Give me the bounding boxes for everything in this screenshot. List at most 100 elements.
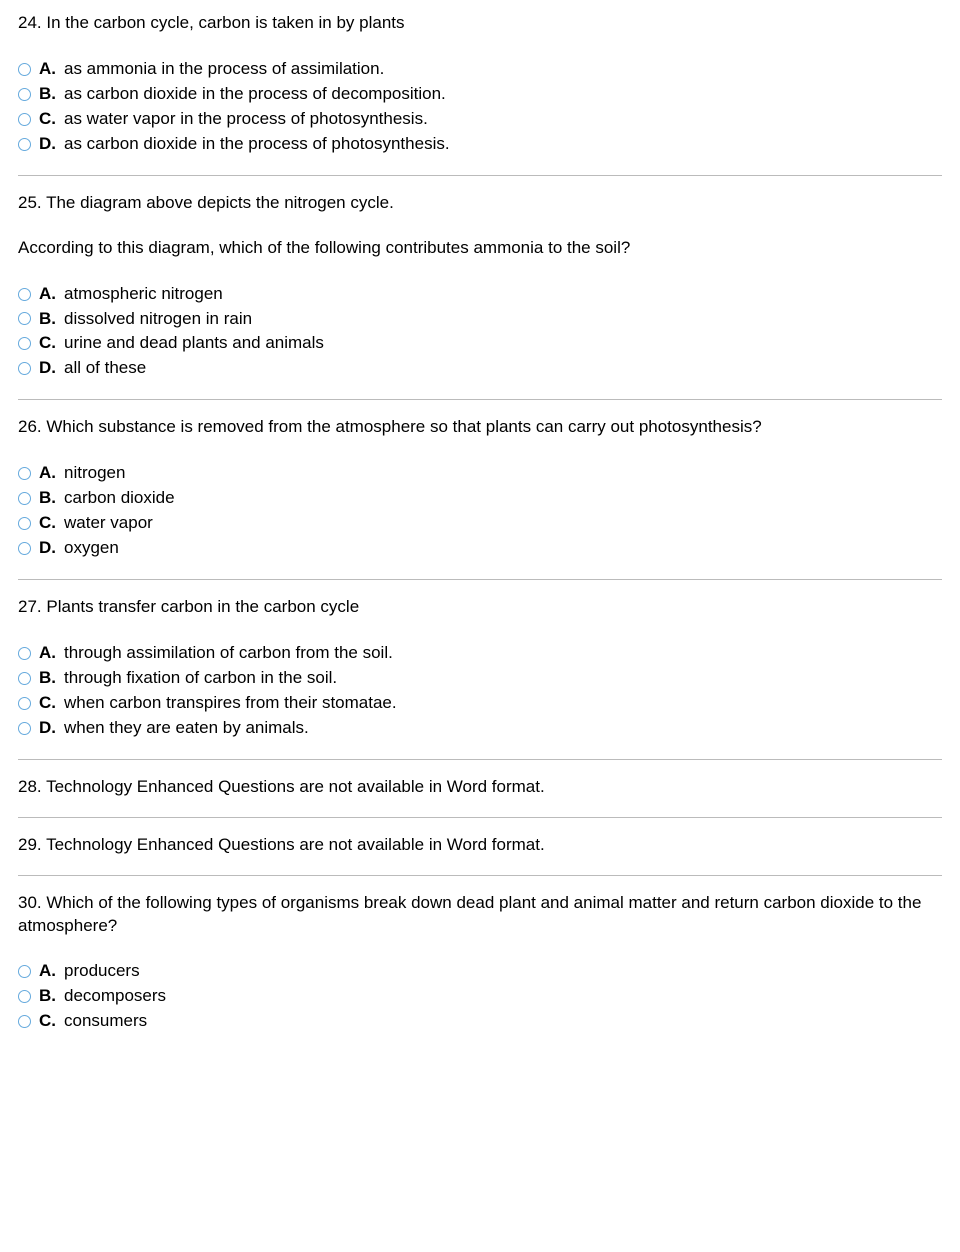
choice-list: A.atmospheric nitrogenB. dissolved nitrog… [18,282,942,382]
choice-row[interactable]: B.through fixation of carbon in the soil… [18,666,942,691]
radio-icon[interactable] [18,647,31,660]
question-text: 28. Technology Enhanced Questions are no… [18,776,942,799]
radio-icon[interactable] [18,517,31,530]
question-block: 25. The diagram above depicts the nitrog… [18,192,942,401]
choice-letter: D. [39,357,56,380]
choice-row[interactable]: B. dissolved nitrogen in rain [18,307,942,332]
choice-letter: B. [39,985,56,1008]
radio-icon[interactable] [18,138,31,151]
question-block: 24. In the carbon cycle, carbon is taken… [18,12,942,176]
quiz-container: 24. In the carbon cycle, carbon is taken… [18,12,942,1052]
choice-row[interactable]: B.decomposers [18,984,942,1009]
question-text: 27. Plants transfer carbon in the carbon… [18,596,942,619]
choice-letter: B. [39,308,56,331]
choice-row[interactable]: A. producers [18,959,942,984]
choice-letter: D. [39,717,56,740]
choice-list: A. nitrogen B. carbon dioxideC.water vaporD… [18,461,942,561]
choice-text: nitrogen [64,462,125,485]
choice-text: as water vapor in the process of photosy… [64,108,428,131]
question-block: 27. Plants transfer carbon in the carbon… [18,596,942,760]
choice-text: dissolved nitrogen in rain [64,308,252,331]
radio-icon[interactable] [18,337,31,350]
question-number: 26. [18,417,42,436]
question-block: 26. Which substance is removed from the … [18,416,942,580]
question-number: 25. [18,193,42,212]
question-number: 27. [18,597,42,616]
radio-icon[interactable] [18,965,31,978]
choice-text: oxygen [64,537,119,560]
choice-text: producers [64,960,140,983]
radio-icon[interactable] [18,492,31,505]
choice-letter: A. [39,960,56,983]
question-stem: In the carbon cycle, carbon is taken in … [46,13,404,32]
radio-icon[interactable] [18,467,31,480]
choice-letter: D. [39,133,56,156]
question-number: 29. [18,835,42,854]
choice-row[interactable]: A.atmospheric nitrogen [18,282,942,307]
choice-text: carbon dioxide [64,487,175,510]
choice-letter: C. [39,1010,56,1033]
choice-list: A. through assimilation of carbon from th… [18,641,942,741]
radio-icon[interactable] [18,672,31,685]
choice-letter: B. [39,487,56,510]
choice-letter: B. [39,83,56,106]
choice-row[interactable]: C.water vapor [18,511,942,536]
choice-row[interactable]: A. through assimilation of carbon from th… [18,641,942,666]
choice-row[interactable]: B. as carbon dioxide in the process of de… [18,82,942,107]
choice-letter: A. [39,58,56,81]
choice-text: as ammonia in the process of assimilatio… [64,58,384,81]
choice-row[interactable]: A. nitrogen [18,461,942,486]
choice-row[interactable]: C. urine and dead plants and animals [18,331,942,356]
radio-icon[interactable] [18,362,31,375]
choice-text: all of these [64,357,146,380]
choice-letter: C. [39,108,56,131]
choice-letter: C. [39,512,56,535]
radio-icon[interactable] [18,990,31,1003]
question-stem: Which substance is removed from the atmo… [46,417,761,436]
choice-letter: A. [39,462,56,485]
question-number: 28. [18,777,42,796]
choice-text: atmospheric nitrogen [64,283,223,306]
radio-icon[interactable] [18,722,31,735]
choice-row[interactable]: C.consumers [18,1009,942,1034]
choice-row[interactable]: C. as water vapor in the process of photo… [18,107,942,132]
choice-text: urine and dead plants and animals [64,332,324,355]
choice-text: when carbon transpires from their stomat… [64,692,397,715]
choice-list: A. producersB.decomposersC.consumers [18,959,942,1034]
choice-letter: C. [39,332,56,355]
choice-row[interactable]: D. when they are eaten by animals. [18,716,942,741]
question-stem: Technology Enhanced Questions are not av… [46,777,545,796]
radio-icon[interactable] [18,63,31,76]
choice-row[interactable]: A. as ammonia in the process of assimilat… [18,57,942,82]
choice-text: as carbon dioxide in the process of deco… [64,83,446,106]
radio-icon[interactable] [18,697,31,710]
choice-row[interactable]: B. carbon dioxide [18,486,942,511]
question-text: 25. The diagram above depicts the nitrog… [18,192,942,260]
question-text: 24. In the carbon cycle, carbon is taken… [18,12,942,35]
question-text: 29. Technology Enhanced Questions are no… [18,834,942,857]
choice-row[interactable]: D.as carbon dioxide in the process of ph… [18,132,942,157]
radio-icon[interactable] [18,288,31,301]
radio-icon[interactable] [18,312,31,325]
question-text: 26. Which substance is removed from the … [18,416,942,439]
choice-letter: D. [39,537,56,560]
choice-letter: B. [39,667,56,690]
choice-text: through assimilation of carbon from the … [64,642,393,665]
question-stem: The diagram above depicts the nitrogen c… [46,193,394,212]
radio-icon[interactable] [18,113,31,126]
choice-letter: A. [39,642,56,665]
question-text: 30. Which of the following types of orga… [18,892,942,938]
radio-icon[interactable] [18,542,31,555]
question-number: 30. [18,893,42,912]
question-stem: Which of the following types of organism… [18,893,921,935]
question-number: 24. [18,13,42,32]
radio-icon[interactable] [18,1015,31,1028]
radio-icon[interactable] [18,88,31,101]
choice-row[interactable]: D. oxygen [18,536,942,561]
question-block: 28. Technology Enhanced Questions are no… [18,776,942,818]
question-block: 30. Which of the following types of orga… [18,892,942,1053]
choice-row[interactable]: D. all of these [18,356,942,381]
question-extra: According to this diagram, which of the … [18,237,942,260]
choice-row[interactable]: C.when carbon transpires from their stom… [18,691,942,716]
choice-text: when they are eaten by animals. [64,717,309,740]
